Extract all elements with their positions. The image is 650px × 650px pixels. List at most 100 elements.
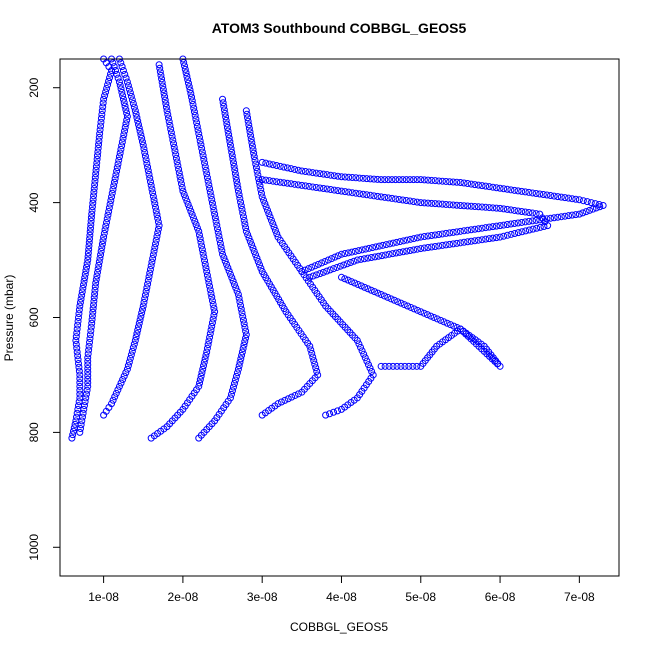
data-point xyxy=(235,294,243,302)
data-point xyxy=(471,203,479,211)
series-4 xyxy=(147,61,219,442)
data-point xyxy=(112,66,120,74)
data-point xyxy=(141,148,149,156)
data-point xyxy=(199,249,207,257)
data-point xyxy=(309,183,317,191)
data-point xyxy=(366,364,374,372)
x-axis: 1e-08 2e-08 3e-08 4e-08 5e-08 6e-08 7e-08 xyxy=(88,575,595,604)
data-point xyxy=(568,195,576,203)
data-point xyxy=(507,230,515,238)
data-point xyxy=(258,158,266,166)
data-point xyxy=(431,200,439,208)
data-point xyxy=(298,181,306,189)
data-point xyxy=(120,99,128,107)
data-point xyxy=(525,209,533,217)
data-point xyxy=(388,176,396,184)
data-point xyxy=(330,172,338,180)
data-point xyxy=(283,164,291,172)
data-point xyxy=(250,149,258,157)
data-point xyxy=(85,238,93,246)
data-point xyxy=(200,358,208,366)
data-point xyxy=(91,283,99,291)
data-point xyxy=(267,216,275,224)
data-point xyxy=(95,137,103,145)
data-point xyxy=(144,280,152,288)
data-point xyxy=(254,257,262,265)
data-point xyxy=(138,309,146,317)
data-point xyxy=(216,236,224,244)
data-point xyxy=(81,270,89,278)
data-point xyxy=(312,364,320,372)
data-point xyxy=(84,350,92,358)
data-point xyxy=(164,114,172,122)
data-point xyxy=(132,110,140,118)
data-point xyxy=(93,272,101,280)
data-point xyxy=(435,242,443,250)
data-point xyxy=(233,177,241,185)
data-point xyxy=(110,178,118,186)
data-point xyxy=(357,282,365,290)
data-point xyxy=(347,259,355,267)
data-point xyxy=(122,120,130,128)
data-point xyxy=(395,195,403,203)
data-point xyxy=(262,176,270,184)
data-point xyxy=(183,197,191,205)
data-point xyxy=(75,310,83,318)
data-point xyxy=(514,207,522,215)
data-point xyxy=(244,117,252,125)
data-point xyxy=(407,303,415,311)
data-point xyxy=(196,235,204,243)
data-point xyxy=(209,300,217,308)
data-point xyxy=(453,201,461,209)
data-point xyxy=(84,256,92,264)
data-point xyxy=(82,390,90,398)
data-point xyxy=(291,165,299,173)
data-point xyxy=(213,221,221,229)
data-point xyxy=(104,81,112,89)
data-point xyxy=(565,194,573,202)
data-point xyxy=(84,375,92,383)
data-point xyxy=(117,59,125,67)
data-point xyxy=(544,222,552,230)
data-point xyxy=(237,355,245,363)
data-point xyxy=(115,382,123,390)
data-point xyxy=(453,239,461,247)
data-point xyxy=(126,354,134,362)
data-point xyxy=(226,138,234,146)
data-point xyxy=(127,351,135,359)
series-7 xyxy=(242,107,377,419)
data-point xyxy=(592,204,600,212)
data-point xyxy=(208,319,216,327)
data-point xyxy=(206,333,214,341)
data-point xyxy=(232,372,240,380)
data-point xyxy=(84,249,92,257)
data-point xyxy=(245,234,253,242)
data-point xyxy=(575,196,583,204)
data-point xyxy=(153,233,161,241)
y-tick-label: 800 xyxy=(27,422,41,442)
data-point xyxy=(133,330,141,338)
data-point xyxy=(228,274,236,282)
data-point xyxy=(340,261,348,269)
data-point xyxy=(420,244,428,252)
data-point xyxy=(209,315,217,323)
data-point xyxy=(189,214,197,222)
data-point xyxy=(431,231,439,239)
data-point xyxy=(122,369,130,377)
data-point xyxy=(208,297,216,305)
data-point xyxy=(261,200,269,208)
data-point xyxy=(389,362,397,370)
data-point xyxy=(348,248,356,256)
data-point xyxy=(156,64,164,72)
data-point xyxy=(253,254,261,262)
data-point xyxy=(121,70,129,78)
data-point xyxy=(354,280,362,288)
data-point xyxy=(146,265,154,273)
data-point xyxy=(280,179,288,187)
data-point xyxy=(149,251,157,259)
data-point xyxy=(242,334,250,342)
data-point xyxy=(72,336,80,344)
data-point xyxy=(238,309,246,317)
data-point xyxy=(309,272,317,280)
